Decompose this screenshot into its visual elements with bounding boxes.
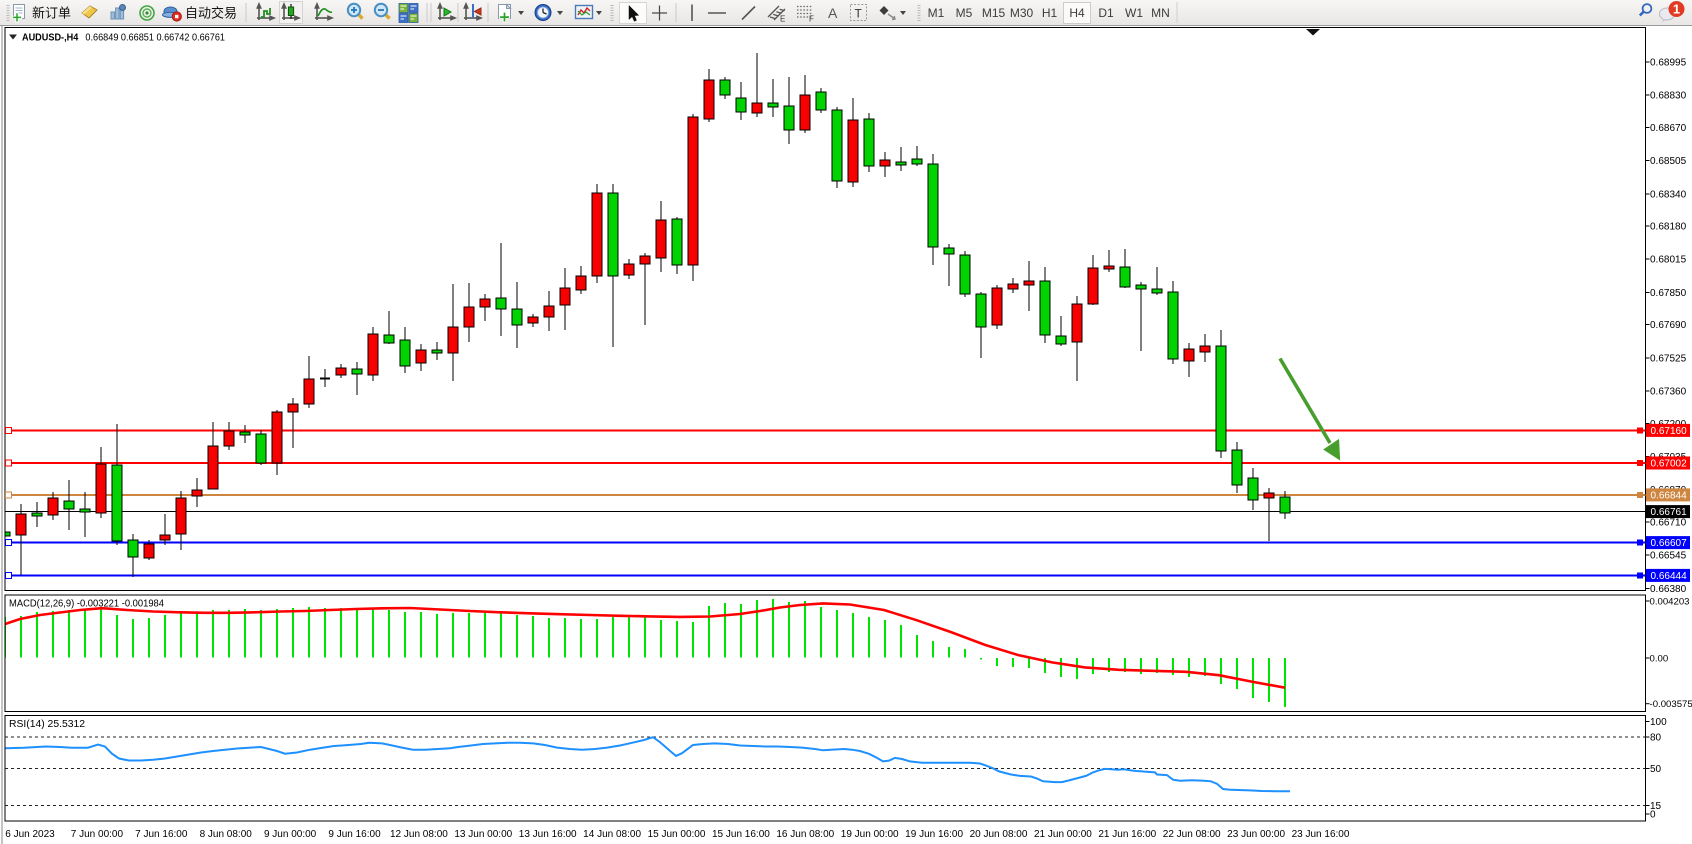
svg-text:13 Jun 00:00: 13 Jun 00:00 (454, 829, 512, 840)
svg-text:13 Jun 16:00: 13 Jun 16:00 (519, 829, 577, 840)
svg-text:7 Jun 00:00: 7 Jun 00:00 (71, 829, 124, 840)
svg-text:6 Jun 2023: 6 Jun 2023 (5, 829, 55, 840)
svg-text:23 Jun 00:00: 23 Jun 00:00 (1227, 829, 1285, 840)
svg-text:8 Jun 08:00: 8 Jun 08:00 (200, 829, 253, 840)
svg-text:100: 100 (1650, 717, 1667, 728)
svg-text:0.68340: 0.68340 (1650, 189, 1687, 200)
svg-text:0.67690: 0.67690 (1650, 320, 1687, 331)
svg-text:15 Jun 00:00: 15 Jun 00:00 (648, 829, 706, 840)
svg-text:19 Jun 16:00: 19 Jun 16:00 (905, 829, 963, 840)
svg-text:0.67525: 0.67525 (1650, 353, 1687, 364)
svg-text:W1: W1 (1125, 6, 1143, 20)
svg-text:0: 0 (1650, 810, 1656, 821)
svg-text:0.68180: 0.68180 (1650, 222, 1687, 233)
svg-text:9 Jun 00:00: 9 Jun 00:00 (264, 829, 317, 840)
svg-text:0.68995: 0.68995 (1650, 58, 1687, 69)
svg-text:M5: M5 (956, 6, 973, 20)
svg-text:0.67160: 0.67160 (1651, 426, 1688, 437)
svg-text:9 Jun 16:00: 9 Jun 16:00 (328, 829, 381, 840)
svg-text:12 Jun 08:00: 12 Jun 08:00 (390, 829, 448, 840)
svg-text:21 Jun 00:00: 21 Jun 00:00 (1034, 829, 1092, 840)
svg-text:MACD(12,26,9) -0.003221 -0.001: MACD(12,26,9) -0.003221 -0.001984 (9, 599, 164, 610)
svg-text:F: F (809, 15, 814, 24)
svg-text:80: 80 (1650, 733, 1662, 744)
svg-text:0.66380: 0.66380 (1650, 584, 1687, 595)
svg-text:0.68830: 0.68830 (1650, 91, 1687, 102)
svg-text:RSI(14) 25.5312: RSI(14) 25.5312 (9, 719, 85, 730)
svg-text:0.66545: 0.66545 (1650, 551, 1687, 562)
svg-text:1: 1 (1673, 2, 1680, 17)
svg-text:T: T (855, 7, 863, 21)
svg-text:0.68015: 0.68015 (1650, 255, 1687, 266)
svg-text:7 Jun 16:00: 7 Jun 16:00 (135, 829, 188, 840)
svg-text:22 Jun 08:00: 22 Jun 08:00 (1163, 829, 1221, 840)
svg-text:M1: M1 (928, 6, 945, 20)
svg-text:H1: H1 (1042, 6, 1058, 20)
svg-text:0.67360: 0.67360 (1650, 387, 1687, 398)
svg-text:新订单: 新订单 (32, 6, 71, 21)
svg-text:20 Jun 08:00: 20 Jun 08:00 (970, 829, 1028, 840)
svg-text:0.68670: 0.68670 (1650, 123, 1687, 134)
svg-text:M15: M15 (982, 6, 1006, 20)
svg-text:0.66444: 0.66444 (1651, 571, 1688, 582)
svg-text:0.66761: 0.66761 (1651, 507, 1688, 518)
svg-text:D1: D1 (1098, 6, 1114, 20)
svg-text:自动交易: 自动交易 (185, 6, 237, 21)
svg-text:0.68505: 0.68505 (1650, 156, 1687, 167)
svg-text:50: 50 (1650, 764, 1662, 775)
svg-text:0.004203: 0.004203 (1650, 597, 1690, 608)
svg-text:M30: M30 (1010, 6, 1034, 20)
svg-text:0.66710: 0.66710 (1650, 517, 1687, 528)
svg-text:14 Jun 08:00: 14 Jun 08:00 (583, 829, 641, 840)
svg-text:AUDUSD-,H4 0.66849 0.66851 0.: AUDUSD-,H4 0.66849 0.66851 0.66742 0.667… (22, 33, 225, 44)
svg-text:23 Jun 16:00: 23 Jun 16:00 (1292, 829, 1350, 840)
svg-text:19 Jun 00:00: 19 Jun 00:00 (841, 829, 899, 840)
svg-text:21 Jun 16:00: 21 Jun 16:00 (1098, 829, 1156, 840)
svg-text:15: 15 (1650, 801, 1662, 812)
svg-text:A: A (828, 5, 838, 21)
svg-text:-0.003575: -0.003575 (1650, 699, 1692, 710)
svg-text:MN: MN (1151, 6, 1170, 20)
svg-text:0.67002: 0.67002 (1651, 459, 1688, 470)
svg-text:0.66607: 0.66607 (1651, 538, 1688, 549)
svg-text:0.00: 0.00 (1650, 654, 1669, 665)
svg-text:15 Jun 16:00: 15 Jun 16:00 (712, 829, 770, 840)
svg-text:0.66844: 0.66844 (1651, 490, 1688, 501)
svg-text:16 Jun 08:00: 16 Jun 08:00 (776, 829, 834, 840)
svg-text:0.67850: 0.67850 (1650, 288, 1687, 299)
svg-text:E: E (780, 15, 785, 24)
svg-text:H4: H4 (1069, 6, 1085, 20)
